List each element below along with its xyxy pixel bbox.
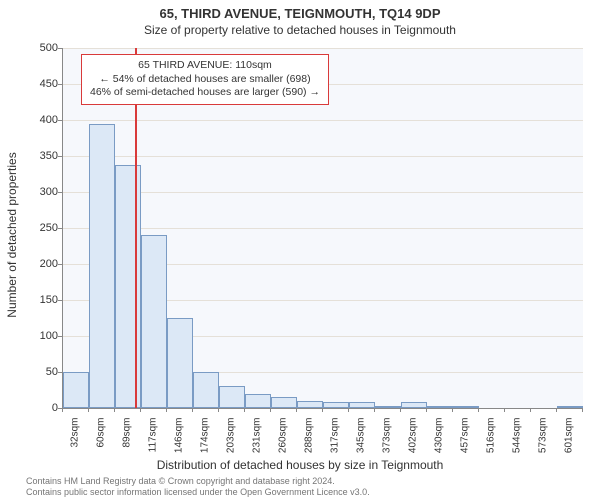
annotation-line2: ← 54% of detached houses are smaller (69… [90, 73, 320, 87]
histogram-bar [89, 124, 114, 408]
y-tick-mark [58, 228, 62, 229]
x-tick-label: 146sqm [174, 418, 185, 468]
footer-line1: Contains HM Land Registry data © Crown c… [26, 476, 370, 487]
y-tick-mark [58, 264, 62, 265]
x-tick-label: 317sqm [330, 418, 341, 468]
footer-text: Contains HM Land Registry data © Crown c… [26, 476, 370, 499]
x-tick-mark [88, 408, 89, 412]
histogram-bar [193, 372, 218, 408]
x-tick-label: 457sqm [460, 418, 471, 468]
x-tick-label: 402sqm [408, 418, 419, 468]
x-tick-mark [322, 408, 323, 412]
y-tick-label: 50 [18, 366, 58, 378]
chart-subtitle: Size of property relative to detached ho… [0, 21, 600, 37]
x-axis-label: Distribution of detached houses by size … [0, 458, 600, 472]
gridline [63, 192, 583, 193]
y-tick-mark [58, 372, 62, 373]
x-tick-mark [348, 408, 349, 412]
chart-container: 65, THIRD AVENUE, TEIGNMOUTH, TQ14 9DP S… [0, 0, 600, 500]
x-tick-mark [114, 408, 115, 412]
annotation-line3: 46% of semi-detached houses are larger (… [90, 86, 320, 100]
x-tick-mark [400, 408, 401, 412]
histogram-bar [323, 402, 348, 408]
y-tick-mark [58, 84, 62, 85]
y-tick-label: 250 [18, 222, 58, 234]
x-tick-label: 117sqm [148, 418, 159, 468]
x-tick-mark [140, 408, 141, 412]
annotation-line1: 65 THIRD AVENUE: 110sqm [90, 59, 320, 73]
gridline [63, 156, 583, 157]
gridline [63, 228, 583, 229]
x-tick-mark [582, 408, 583, 412]
y-tick-mark [58, 300, 62, 301]
histogram-bar [297, 401, 322, 408]
x-tick-label: 231sqm [252, 418, 263, 468]
y-tick-label: 200 [18, 258, 58, 270]
x-tick-mark [374, 408, 375, 412]
histogram-bar [219, 386, 244, 408]
x-tick-label: 60sqm [96, 418, 107, 468]
x-tick-label: 573sqm [538, 418, 549, 468]
footer-line2: Contains public sector information licen… [26, 487, 370, 498]
x-tick-label: 516sqm [486, 418, 497, 468]
chart-title: 65, THIRD AVENUE, TEIGNMOUTH, TQ14 9DP [0, 0, 600, 21]
x-tick-mark [218, 408, 219, 412]
y-tick-mark [58, 120, 62, 121]
x-tick-mark [166, 408, 167, 412]
y-tick-label: 300 [18, 186, 58, 198]
gridline [63, 48, 583, 49]
y-tick-label: 100 [18, 330, 58, 342]
x-tick-label: 430sqm [434, 418, 445, 468]
x-tick-label: 174sqm [200, 418, 211, 468]
x-tick-label: 89sqm [122, 418, 133, 468]
x-tick-mark [556, 408, 557, 412]
y-tick-label: 450 [18, 78, 58, 90]
y-tick-label: 150 [18, 294, 58, 306]
x-tick-label: 203sqm [226, 418, 237, 468]
plot-area: 65 THIRD AVENUE: 110sqm ← 54% of detache… [62, 48, 583, 409]
x-tick-mark [530, 408, 531, 412]
x-tick-mark [270, 408, 271, 412]
y-axis-label: Number of detached properties [5, 152, 19, 317]
y-tick-label: 400 [18, 114, 58, 126]
histogram-bar [557, 406, 582, 408]
histogram-bar [245, 394, 270, 408]
y-tick-label: 500 [18, 42, 58, 54]
x-tick-mark [478, 408, 479, 412]
x-tick-mark [504, 408, 505, 412]
x-tick-mark [244, 408, 245, 412]
x-tick-mark [192, 408, 193, 412]
x-tick-mark [296, 408, 297, 412]
x-tick-mark [426, 408, 427, 412]
y-tick-label: 350 [18, 150, 58, 162]
x-tick-mark [452, 408, 453, 412]
histogram-bar [141, 235, 166, 408]
y-tick-mark [58, 192, 62, 193]
histogram-bar [375, 406, 400, 408]
x-tick-label: 260sqm [278, 418, 289, 468]
y-tick-mark [58, 156, 62, 157]
y-tick-label: 0 [18, 402, 58, 414]
x-tick-label: 373sqm [382, 418, 393, 468]
histogram-bar [167, 318, 192, 408]
histogram-bar [453, 406, 478, 408]
histogram-bar [115, 165, 140, 408]
x-tick-label: 601sqm [564, 418, 575, 468]
x-tick-mark [62, 408, 63, 412]
gridline [63, 120, 583, 121]
y-tick-mark [58, 48, 62, 49]
annotation-box: 65 THIRD AVENUE: 110sqm ← 54% of detache… [81, 54, 329, 105]
histogram-bar [427, 406, 452, 408]
histogram-bar [63, 372, 88, 408]
y-tick-mark [58, 336, 62, 337]
x-tick-label: 32sqm [70, 418, 81, 468]
histogram-bar [271, 397, 296, 408]
histogram-bar [401, 402, 426, 408]
x-tick-label: 345sqm [356, 418, 367, 468]
histogram-bar [349, 402, 374, 408]
x-tick-label: 544sqm [512, 418, 523, 468]
x-tick-label: 288sqm [304, 418, 315, 468]
